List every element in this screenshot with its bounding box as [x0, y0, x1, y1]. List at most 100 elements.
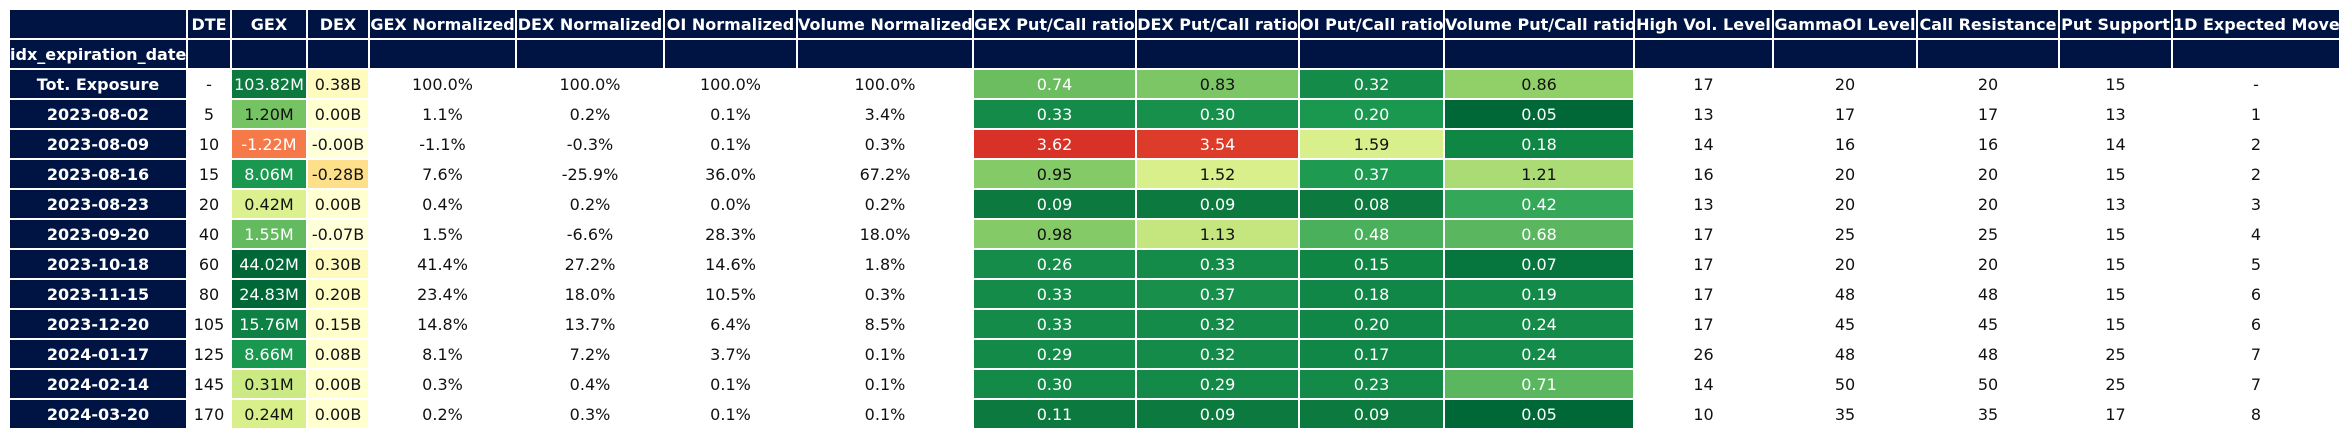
cell-oi-put-call-ratio: 1.59	[1298, 128, 1445, 160]
cell-oi-put-call-ratio: 0.32	[1298, 68, 1445, 100]
index-row-blank	[1916, 38, 2060, 70]
cell-dex-normalized: 0.2%	[515, 98, 665, 130]
cell-dte: 170	[186, 398, 232, 430]
cell-volume-normalized: 3.4%	[796, 98, 974, 130]
cell-dex: 0.00B	[306, 98, 370, 130]
cell-dex: -0.00B	[306, 128, 370, 160]
index-row-blank	[1135, 38, 1300, 70]
cell-gammaoi-level: 48	[1772, 278, 1918, 310]
cell-1d-expected-move: 4	[2171, 218, 2341, 250]
cell-dex-put-call-ratio: 0.33	[1135, 248, 1300, 280]
cell-dex-put-call-ratio: 0.30	[1135, 98, 1300, 130]
cell-high-vol-level: 17	[1633, 308, 1774, 340]
table-row: 2023-08-02 5 1.20M 0.00B 1.1% 0.2% 0.1% 3.4% 0.3…	[8, 98, 2341, 130]
cell-gammaoi-level: 20	[1772, 248, 1918, 280]
cell-1d-expected-move: -	[2171, 68, 2341, 100]
table-row: 2023-09-20 40 1.55M -0.07B 1.5% -6.6% 28.3% 18.…	[8, 218, 2341, 250]
cell-1d-expected-move: 8	[2171, 398, 2341, 430]
cell-volume-put-call-ratio: 0.71	[1443, 368, 1635, 400]
column-header-row: DTE GEX DEX GEX Normalized DEX Normalized OI …	[8, 8, 2341, 40]
cell-volume-normalized: 0.2%	[796, 188, 974, 220]
cell-volume-normalized: 0.3%	[796, 278, 974, 310]
cell-volume-normalized: 0.1%	[796, 398, 974, 430]
cell-gex-normalized: 0.3%	[368, 368, 517, 400]
cell-gex-normalized: 0.4%	[368, 188, 517, 220]
cell-dex: -0.28B	[306, 158, 370, 190]
cell-gex-normalized: 0.2%	[368, 398, 517, 430]
cell-volume-put-call-ratio: 0.24	[1443, 338, 1635, 370]
cell-volume-put-call-ratio: 1.21	[1443, 158, 1635, 190]
cell-dex-normalized: -6.6%	[515, 218, 665, 250]
cell-gex-put-call-ratio: 0.26	[972, 248, 1137, 280]
cell-gex: 44.02M	[230, 248, 308, 280]
cell-dex-put-call-ratio: 0.37	[1135, 278, 1300, 310]
cell-oi-normalized: 0.1%	[663, 368, 798, 400]
cell-volume-normalized: 18.0%	[796, 218, 974, 250]
cell-dex-normalized: 0.4%	[515, 368, 665, 400]
cell-put-support: 15	[2058, 68, 2173, 100]
cell-gex-put-call-ratio: 0.33	[972, 308, 1137, 340]
cell-1d-expected-move: 7	[2171, 338, 2341, 370]
cell-dte: 105	[186, 308, 232, 340]
column-header-volume-normalized: Volume Normalized	[796, 8, 974, 40]
index-name-row: idx_expiration_date	[8, 38, 2341, 70]
cell-dex-normalized: 7.2%	[515, 338, 665, 370]
cell-oi-normalized: 0.1%	[663, 98, 798, 130]
cell-dte: -	[186, 68, 232, 100]
cell-gex: 1.20M	[230, 98, 308, 130]
index-row-blank	[1298, 38, 1445, 70]
cell-dte: 125	[186, 338, 232, 370]
cell-gex: 8.66M	[230, 338, 308, 370]
cell-dex: 0.08B	[306, 338, 370, 370]
cell-dex-put-call-ratio: 1.13	[1135, 218, 1300, 250]
cell-volume-put-call-ratio: 0.05	[1443, 98, 1635, 130]
table-row: 2023-08-23 20 0.42M 0.00B 0.4% 0.2% 0.0% 0.2% 0.…	[8, 188, 2341, 220]
index-row-blank	[368, 38, 517, 70]
cell-gammaoi-level: 16	[1772, 128, 1918, 160]
cell-volume-put-call-ratio: 0.19	[1443, 278, 1635, 310]
cell-gex-normalized: 100.0%	[368, 68, 517, 100]
row-label: Tot. Exposure	[8, 68, 188, 100]
cell-volume-normalized: 100.0%	[796, 68, 974, 100]
cell-gex-normalized: 7.6%	[368, 158, 517, 190]
cell-dte: 60	[186, 248, 232, 280]
cell-dex: 0.20B	[306, 278, 370, 310]
cell-gammaoi-level: 48	[1772, 338, 1918, 370]
cell-put-support: 15	[2058, 308, 2173, 340]
index-row-blank	[1772, 38, 1918, 70]
cell-gex: 15.76M	[230, 308, 308, 340]
row-label: 2023-10-18	[8, 248, 188, 280]
column-header-gex-normalized: GEX Normalized	[368, 8, 517, 40]
cell-oi-normalized: 10.5%	[663, 278, 798, 310]
cell-call-resistance: 35	[1916, 398, 2060, 430]
cell-gex-put-call-ratio: 0.09	[972, 188, 1137, 220]
index-row-blank	[515, 38, 665, 70]
cell-gex-normalized: 23.4%	[368, 278, 517, 310]
cell-1d-expected-move: 6	[2171, 278, 2341, 310]
cell-put-support: 15	[2058, 248, 2173, 280]
cell-gex-normalized: 1.1%	[368, 98, 517, 130]
column-header-gex: GEX	[230, 8, 308, 40]
cell-gex: -1.22M	[230, 128, 308, 160]
cell-oi-put-call-ratio: 0.08	[1298, 188, 1445, 220]
cell-call-resistance: 20	[1916, 188, 2060, 220]
cell-put-support: 15	[2058, 158, 2173, 190]
cell-gex-normalized: 41.4%	[368, 248, 517, 280]
cell-dex-put-call-ratio: 1.52	[1135, 158, 1300, 190]
row-label: 2024-03-20	[8, 398, 188, 430]
cell-dex: 0.00B	[306, 398, 370, 430]
cell-dex-put-call-ratio: 3.54	[1135, 128, 1300, 160]
cell-dex-put-call-ratio: 0.29	[1135, 368, 1300, 400]
cell-gammaoi-level: 17	[1772, 98, 1918, 130]
cell-volume-put-call-ratio: 0.42	[1443, 188, 1635, 220]
cell-high-vol-level: 17	[1633, 278, 1774, 310]
cell-gex-put-call-ratio: 0.98	[972, 218, 1137, 250]
cell-gammaoi-level: 45	[1772, 308, 1918, 340]
cell-dex: 0.38B	[306, 68, 370, 100]
cell-put-support: 17	[2058, 398, 2173, 430]
cell-gex-normalized: 14.8%	[368, 308, 517, 340]
column-header-dex-put-call-ratio: DEX Put/Call ratio	[1135, 8, 1300, 40]
table-row: 2023-08-16 15 8.06M -0.28B 7.6% -25.9% 36.0% 67…	[8, 158, 2341, 190]
cell-volume-normalized: 0.1%	[796, 338, 974, 370]
cell-oi-normalized: 36.0%	[663, 158, 798, 190]
